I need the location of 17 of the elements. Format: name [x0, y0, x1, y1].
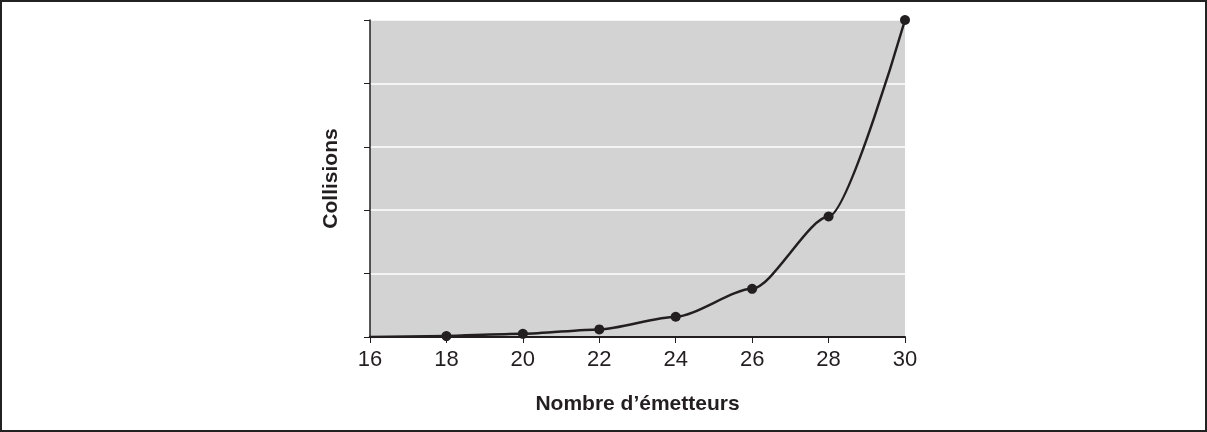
x-tick-label: 24: [663, 345, 688, 371]
x-tick-label: 16: [357, 345, 383, 371]
point: [670, 311, 681, 322]
y-axis-title: Collisions: [318, 128, 341, 229]
point: [900, 15, 910, 25]
x-tick-label: 26: [739, 345, 765, 371]
x-tick-label: 18: [434, 345, 459, 371]
point: [517, 328, 528, 339]
x-tick-label: 28: [816, 345, 841, 371]
x-tick-label: 30: [892, 345, 918, 371]
x-axis-title: Nombre d’émetteurs: [535, 391, 740, 414]
point: [747, 283, 758, 294]
x-tick-label: 20: [510, 345, 536, 371]
point: [594, 324, 605, 335]
x-tick-label: 22: [587, 345, 612, 371]
point: [823, 211, 834, 222]
point: [441, 331, 452, 342]
